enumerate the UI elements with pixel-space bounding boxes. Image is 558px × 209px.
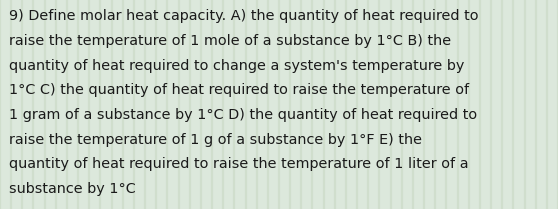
Text: quantity of heat required to raise the temperature of 1 liter of a: quantity of heat required to raise the t… [9,157,468,171]
Text: 1°C C) the quantity of heat required to raise the temperature of: 1°C C) the quantity of heat required to … [9,83,469,97]
Text: raise the temperature of 1 mole of a substance by 1°C B) the: raise the temperature of 1 mole of a sub… [9,34,451,48]
Text: quantity of heat required to change a system's temperature by: quantity of heat required to change a sy… [9,59,464,73]
Text: raise the temperature of 1 g of a substance by 1°F E) the: raise the temperature of 1 g of a substa… [9,133,422,147]
Text: 9) Define molar heat capacity. A) the quantity of heat required to: 9) Define molar heat capacity. A) the qu… [9,9,478,23]
Text: substance by 1°C: substance by 1°C [9,182,136,196]
Text: 1 gram of a substance by 1°C D) the quantity of heat required to: 1 gram of a substance by 1°C D) the quan… [9,108,477,122]
